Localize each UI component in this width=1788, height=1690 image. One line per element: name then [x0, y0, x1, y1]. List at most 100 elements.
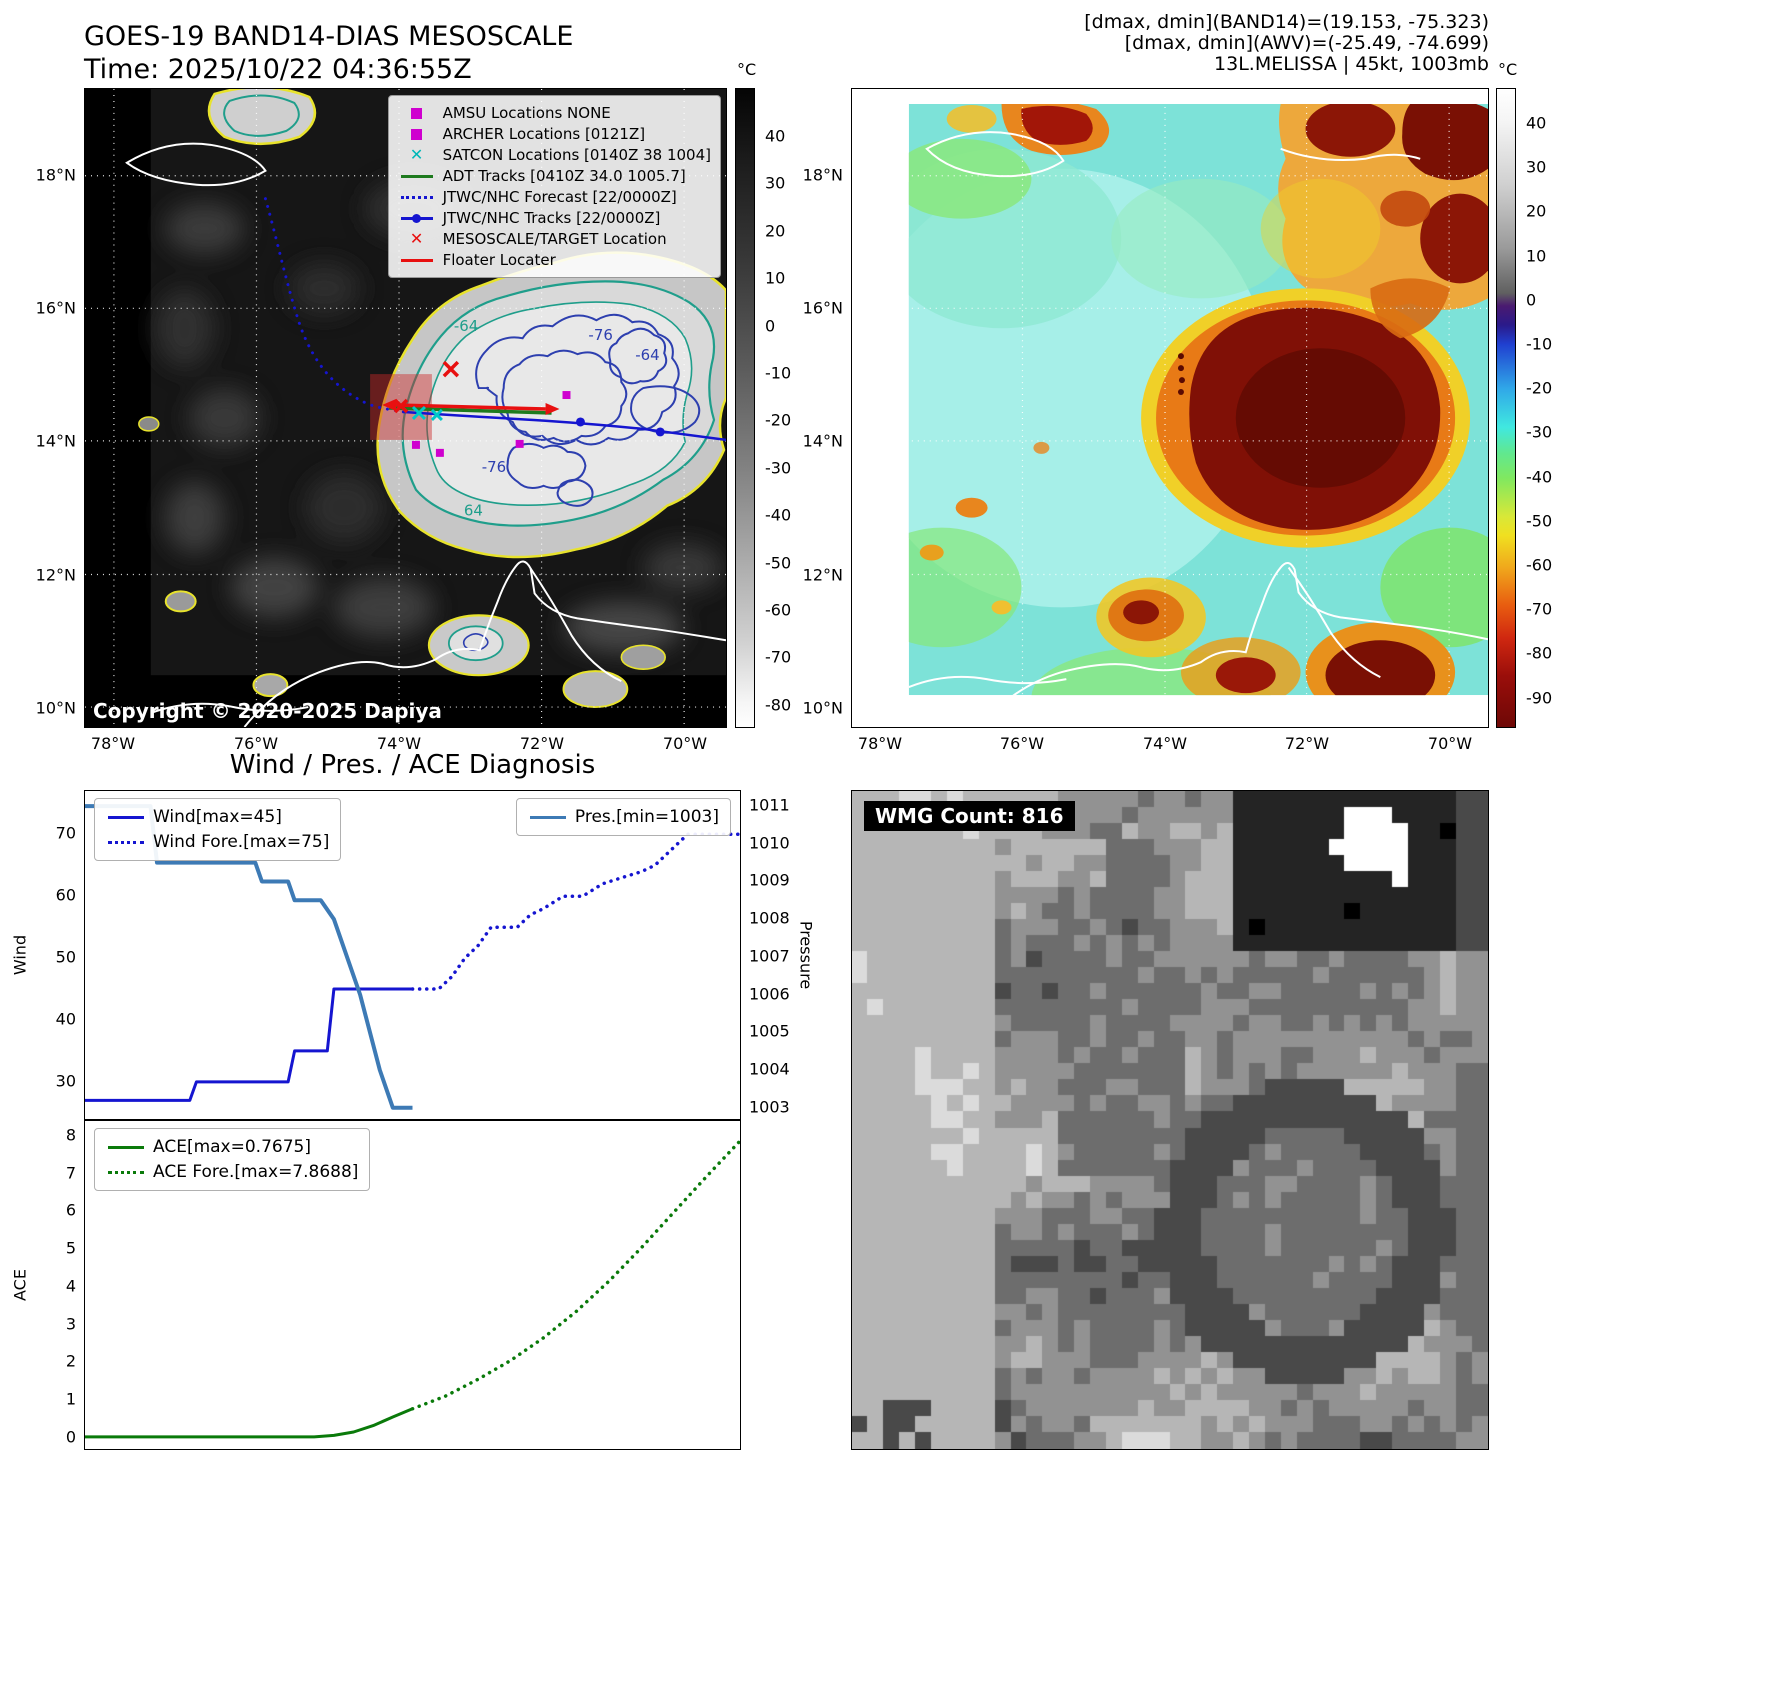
dmax-dmin-awv: [dmax, dmin](AWV)=(-25.49, -74.699)	[1124, 32, 1489, 54]
lat-tick-label: 12°N	[802, 565, 843, 585]
wind-y-axis: 30 40 50 60 70	[30, 790, 76, 1120]
band14-title-block: GOES-19 BAND14-DIAS MESOSCALE Time: 2025…	[84, 20, 573, 86]
awv-color-field	[908, 103, 1488, 696]
copyright-text: Copyright © 2020-2025 Dapiya	[93, 699, 442, 723]
ace-plot	[85, 1139, 740, 1439]
ace-axis-label: ACE	[10, 1269, 30, 1301]
legend-item: ADT Tracks [0410Z 34.0 1005.7]	[398, 166, 711, 186]
speck-markers	[1177, 353, 1185, 396]
wind-axis-label: Wind	[10, 934, 30, 976]
amsu-square-icon	[398, 107, 436, 119]
floater-locater-line	[382, 399, 560, 415]
wind-legend: Wind[max=45] Wind Fore.[max=75]	[94, 798, 342, 861]
contour-label: -76	[482, 458, 506, 476]
lat-tick-label: 18°N	[802, 165, 843, 185]
colorbar-tick-label: -20	[1526, 378, 1553, 398]
series-line	[410, 1139, 740, 1411]
awv-lon-axis: 78°W 76°W 74°W 72°W 70°W	[851, 734, 1489, 758]
legend-label: Floater Locater	[442, 251, 556, 269]
colorbar-tick-label: -10	[1526, 334, 1553, 354]
colorbar-tick-label: 0	[1526, 290, 1537, 310]
colorbar-tick-label: 30	[765, 173, 786, 193]
contour-label: 64	[464, 502, 483, 520]
colorbar-tick-label: 40	[1526, 113, 1547, 133]
axis-tick-label: 70	[55, 823, 76, 843]
axis-tick-label: 1006	[749, 984, 790, 1004]
legend-item: ACE Fore.[max=7.8688]	[106, 1160, 358, 1184]
lon-tick-label: 78°W	[90, 734, 136, 753]
colorbar-tick-label: -30	[765, 458, 792, 478]
lat-tick-label: 18°N	[35, 165, 76, 185]
adt-track-line	[389, 406, 552, 415]
colorbar-tick-label: -80	[765, 695, 792, 715]
track-line-icon	[398, 213, 436, 223]
axis-tick-label: 1009	[749, 870, 790, 890]
colorbar-tick-label: 0	[765, 316, 776, 336]
series-line	[85, 987, 413, 1102]
lat-tick-label: 10°N	[35, 698, 76, 718]
band14-colorbar-ticks: 40 30 20 10 0 -10 -20 -30 -40 -50 -60 -70 -80	[759, 88, 809, 728]
axis-tick-label: 1007	[749, 946, 790, 966]
legend-item: ARCHER Locations [0121Z]	[398, 124, 711, 144]
colorbar-tick-label: -80	[1526, 643, 1553, 663]
axis-tick-label: 1005	[749, 1021, 790, 1041]
legend-label: JTWC/NHC Forecast [22/0000Z]	[442, 188, 677, 206]
axis-tick-label: 3	[65, 1314, 76, 1334]
legend-item: Wind[max=45]	[106, 805, 329, 829]
axis-tick-label: 40	[55, 1009, 76, 1029]
axis-tick-label: 4	[65, 1276, 76, 1296]
diagnosis-title: Wind / Pres. / ACE Diagnosis	[229, 750, 596, 780]
colorbar-tick-label: -70	[1526, 599, 1553, 619]
colorbar-tick-label: 20	[765, 221, 786, 241]
axis-tick-label: 6	[65, 1200, 76, 1220]
cold-core-contours	[475, 313, 701, 507]
awv-satellite-map	[852, 89, 1488, 727]
lat-tick-label: 12°N	[35, 565, 76, 585]
lat-tick-label: 10°N	[802, 698, 843, 718]
pressure-legend: Pres.[min=1003]	[515, 798, 731, 836]
contour-label: -76	[588, 326, 612, 344]
band14-colorbar	[735, 88, 755, 728]
low-cloud-texture	[154, 178, 724, 654]
axis-tick-label: 1004	[749, 1059, 790, 1079]
wind-forecast-dotted-icon	[106, 840, 146, 844]
lat-tick-label: 16°N	[802, 298, 843, 318]
legend-item: Wind Fore.[max=75]	[106, 830, 329, 854]
lon-tick-label: 74°W	[1142, 734, 1188, 753]
lon-tick-label: 76°W	[999, 734, 1045, 753]
colorbar-tick-label: 20	[1526, 201, 1547, 221]
lon-tick-label: 74°W	[376, 734, 422, 753]
adt-line-icon	[398, 174, 436, 178]
awv-colorbar	[1496, 88, 1516, 728]
floater-line-icon	[398, 258, 436, 262]
band14-lon-axis: 78°W 76°W 74°W 72°W 70°W	[84, 734, 727, 758]
axis-tick-label: 60	[55, 885, 76, 905]
colorbar-tick-label: -10	[765, 363, 792, 383]
contour-labels: -64 -76 -64 -76 64	[454, 317, 660, 519]
colorbar-tick-label: -20	[765, 410, 792, 430]
awv-header-block: [dmax, dmin](BAND14)=(19.153, -75.323) […	[900, 12, 1489, 75]
legend-item: Pres.[min=1003]	[528, 805, 719, 829]
axis-tick-label: 5	[65, 1238, 76, 1258]
colorbar-tick-label: 30	[1526, 157, 1547, 177]
legend-item: JTWC/NHC Tracks [22/0000Z]	[398, 208, 711, 228]
axis-tick-label: 1003	[749, 1097, 790, 1117]
axis-tick-label: 8	[65, 1125, 76, 1145]
wmg-pixel-image	[852, 791, 1488, 1449]
awv-colorbar-unit: °C	[1498, 60, 1518, 79]
central-dense-overcast	[376, 251, 726, 559]
legend-label: MESOSCALE/TARGET Location	[442, 230, 667, 248]
legend-label: AMSU Locations NONE	[442, 104, 611, 122]
wmg-panel: WMG Count: 816	[851, 790, 1489, 1450]
satcon-x-icon: ✕	[409, 145, 424, 164]
legend-label: ARCHER Locations [0121Z]	[442, 125, 646, 143]
map-legend: AMSU Locations NONE ARCHER Locations [012…	[387, 95, 721, 278]
band14-colorbar-unit: °C	[737, 60, 757, 79]
axis-tick-label: 2	[65, 1351, 76, 1371]
axis-tick-label: 1	[65, 1389, 76, 1409]
band14-lat-axis: 18°N 16°N 14°N 12°N 10°N	[30, 88, 76, 728]
ace-chart: ACE[max=0.7675] ACE Fore.[max=7.8688]	[84, 1120, 741, 1450]
awv-lat-axis: 18°N 16°N 14°N 12°N 10°N	[797, 88, 843, 728]
colorbar-tick-label: 40	[765, 126, 786, 146]
mesoscale-target-markers	[393, 360, 460, 414]
